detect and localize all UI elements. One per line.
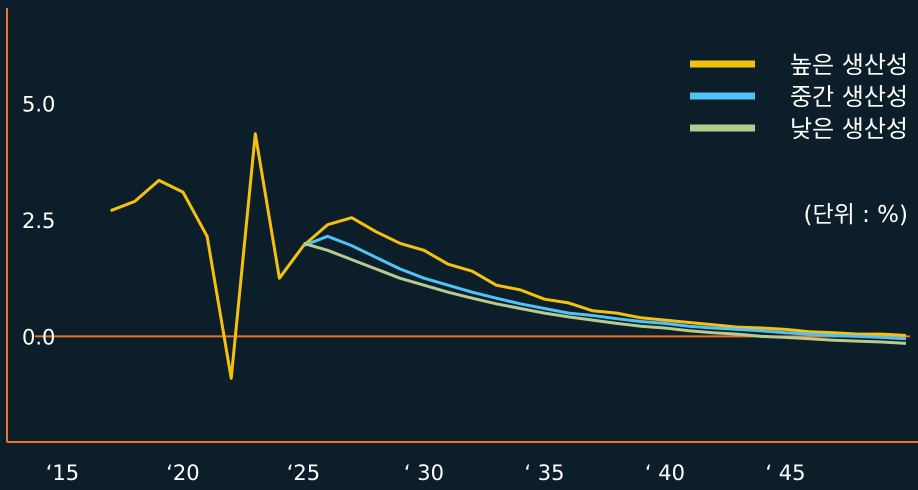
- unit-note: (단위 : %): [804, 202, 909, 228]
- legend-label: 낮은 생산성: [790, 115, 908, 143]
- series-lines: [110, 132, 907, 380]
- x-tick-labels: ‘15 ‘20 ‘25 ‘ 30 ‘ 35 ‘ 40 ‘ 45: [46, 461, 806, 485]
- x-tick-label: ‘ 30: [404, 461, 444, 485]
- x-tick-label: ‘ 45: [765, 461, 805, 485]
- series-line-1: [110, 132, 907, 380]
- y-tick-label: 0.0: [22, 325, 55, 349]
- x-tick-label: ‘15: [46, 461, 79, 485]
- legend-label: 중간 생산성: [790, 83, 908, 111]
- x-tick-label: ‘ 35: [524, 461, 564, 485]
- series-line-2: [302, 234, 907, 341]
- series-line-3: [303, 241, 907, 345]
- x-tick-label: ‘25: [287, 461, 320, 485]
- y-tick-label: 5.0: [22, 93, 55, 117]
- y-tick-labels: 5.0 2.5 0.0: [22, 93, 55, 350]
- x-tick-label: ‘20: [166, 461, 199, 485]
- legend-label: 높은 생산성: [790, 51, 908, 79]
- y-tick-label: 2.5: [22, 209, 55, 233]
- x-tick-label: ‘ 40: [645, 461, 685, 485]
